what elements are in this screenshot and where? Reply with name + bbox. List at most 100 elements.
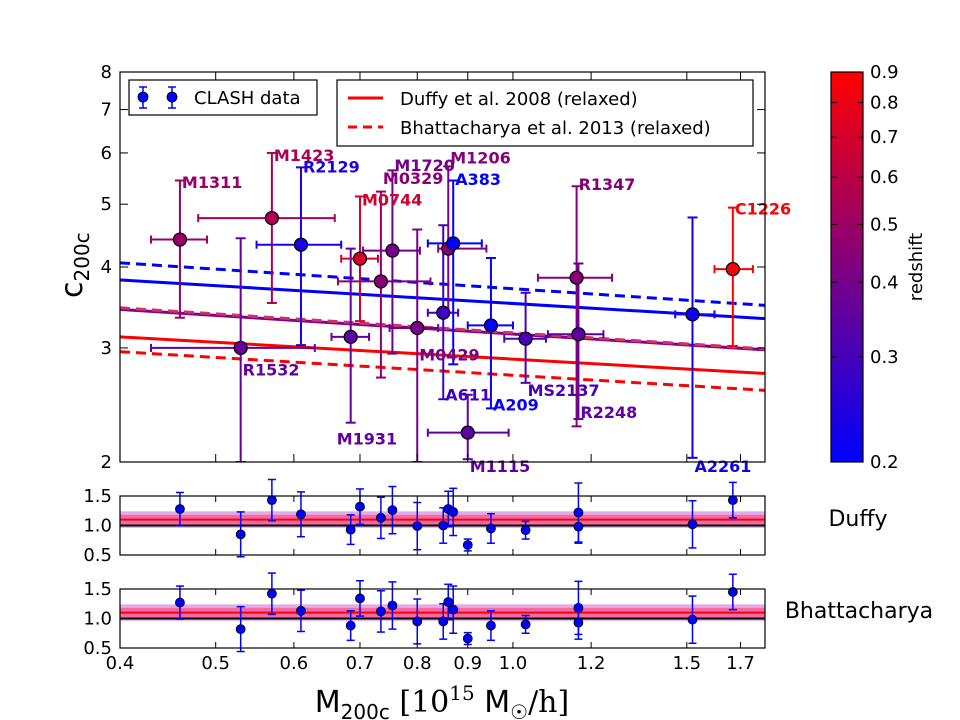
ratio-point <box>175 491 185 527</box>
point-r2248 <box>571 327 586 342</box>
x-tick-label: 0.8 <box>403 653 432 674</box>
x-tick-label: 0.6 <box>280 653 309 674</box>
point-m1311 <box>172 232 188 247</box>
ratio-point <box>573 509 584 544</box>
ratio-point <box>448 585 459 634</box>
label-m1423: M1423 <box>274 146 334 165</box>
ratio-point <box>355 579 365 617</box>
bhattacharya-ratio-points <box>175 572 738 653</box>
bhattacharya-panel-label: Bhattacharya <box>785 599 933 624</box>
cb-tick-label: 0.6 <box>870 167 899 188</box>
ratio-point <box>266 478 277 522</box>
ratio-y-label: 0.5 <box>83 638 112 659</box>
ratio-point <box>573 605 584 640</box>
point-a611 <box>436 305 451 320</box>
point-a383 <box>446 236 461 251</box>
ratio-point <box>235 605 246 653</box>
ratio-point <box>687 499 698 549</box>
point-m0744 <box>352 251 368 266</box>
ratio-point <box>727 481 738 519</box>
label-a383: A383 <box>455 170 501 189</box>
ratio-point <box>266 572 277 616</box>
ratio-point <box>296 491 306 538</box>
ratio-point <box>376 496 386 540</box>
ratio-point <box>520 520 531 540</box>
ratio-y-label: 0.5 <box>83 545 112 566</box>
ratio-point <box>175 585 185 620</box>
ratio-point <box>355 488 365 526</box>
duffy-ticks: 0.5 1.0 1.5 <box>83 486 765 566</box>
ratio-point <box>462 631 473 646</box>
label-r1347: R1347 <box>579 175 636 194</box>
cb-tick-label: 0.5 <box>870 214 899 235</box>
y-tick-label: 4 <box>101 257 112 278</box>
label-m1720: M1720 <box>394 156 454 175</box>
x-tick-label: 1.7 <box>726 653 755 674</box>
data-points <box>172 210 740 440</box>
point-r2129 <box>293 237 309 252</box>
svg-text:M200c [1015 M☉/h]: M200c [1015 M☉/h] <box>315 681 569 720</box>
ratio-point <box>486 610 496 642</box>
label-r2129: R2129 <box>303 157 360 176</box>
label-r1532: R1532 <box>243 360 300 379</box>
y-axis-label: c200c <box>55 232 94 298</box>
ratio-point <box>235 511 246 558</box>
errorbar-a2261 <box>674 216 716 459</box>
label-c1226: C1226 <box>735 200 791 219</box>
point-a209 <box>483 318 499 333</box>
main-y-ticks: 2 3 4 5 6 7 8 <box>101 62 765 473</box>
y-tick-label: 8 <box>101 62 112 83</box>
ratio-point <box>296 589 306 633</box>
legend-label-clash: CLASH data <box>194 88 301 109</box>
x-tick-label: 1.2 <box>577 653 606 674</box>
y-tick-label: 2 <box>101 452 112 473</box>
x-tick-label: 1.5 <box>672 653 701 674</box>
ratio-point <box>376 590 386 633</box>
duffy-panel-label: Duffy <box>828 507 887 532</box>
point-r1347 <box>569 270 584 285</box>
point-m1931 <box>343 329 358 344</box>
label-r2248: R2248 <box>580 403 637 422</box>
legend-label-duffy: Duffy et al. 2008 (relaxed) <box>400 89 638 110</box>
ratio-point <box>727 573 738 611</box>
y-tick-label: 6 <box>101 143 112 164</box>
y-tick-label: 3 <box>101 338 112 359</box>
ratio-y-label: 1.0 <box>83 609 112 630</box>
x-tick-label: 0.4 <box>106 653 135 674</box>
label-m1115: M1115 <box>470 457 530 476</box>
colorbar-label: redshift <box>906 233 927 301</box>
x-tick-label: 1.0 <box>499 653 528 674</box>
cb-tick-label: 0.8 <box>870 93 899 114</box>
point-a2261 <box>685 307 700 322</box>
svg-text:c200c: c200c <box>55 232 94 298</box>
label-m1311: M1311 <box>182 173 242 192</box>
colorbar-ticks: 0.2 0.3 0.4 0.5 0.6 0.7 0.8 0.9 <box>831 62 899 473</box>
errorbar-a383 <box>426 179 483 366</box>
ratio-point <box>387 485 398 535</box>
ratio-point <box>438 603 449 640</box>
ratio-point <box>687 595 698 645</box>
ratio-point <box>412 501 423 551</box>
x-tick-label: 0.5 <box>201 653 230 674</box>
errorbar-r1347 <box>536 185 614 428</box>
bhattacharya-ticks: 0.5 1.0 1.5 <box>83 579 765 659</box>
label-m1931: M1931 <box>337 429 397 448</box>
label-m0329: M0329 <box>383 169 443 188</box>
y-tick-label: 5 <box>101 194 112 215</box>
label-m1206: M1206 <box>450 148 510 167</box>
ratio-point <box>387 581 398 630</box>
ratio-point <box>345 514 356 546</box>
errorbar-m1311 <box>150 179 209 319</box>
point-m1115 <box>460 425 475 440</box>
point-m1423 <box>264 210 279 226</box>
x-tick-label: 0.7 <box>346 653 375 674</box>
label-a209: A209 <box>493 396 539 415</box>
errorbar-r1532 <box>150 237 316 462</box>
legend-data: CLASH data <box>128 79 318 116</box>
label-m0744: M0744 <box>362 190 422 209</box>
cb-tick-label: 0.7 <box>870 127 899 148</box>
ratio-point <box>438 507 449 544</box>
ratio-point <box>443 583 454 621</box>
label-a611: A611 <box>445 385 491 404</box>
